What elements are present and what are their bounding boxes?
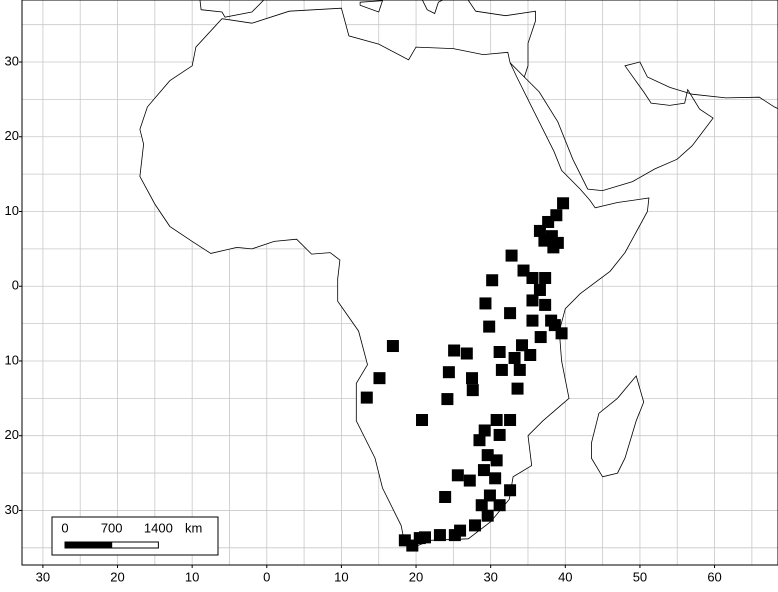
point [386, 340, 399, 353]
point [466, 384, 479, 397]
point [526, 272, 539, 285]
y-tick-label: 20 [5, 427, 19, 442]
point [524, 348, 537, 361]
x-tick-label: 0 [263, 569, 270, 584]
coast [421, 0, 444, 15]
point [557, 197, 570, 210]
y-tick-label: 0 [12, 278, 19, 293]
point [439, 490, 452, 503]
point [516, 339, 529, 352]
map-frame [21, 0, 778, 566]
point [373, 372, 386, 385]
y-tick-label: 10 [5, 203, 19, 218]
point [406, 539, 419, 552]
point [538, 234, 551, 247]
point [433, 529, 446, 542]
coast [467, 0, 536, 78]
scale-bar: 0 700 1400 km [51, 516, 219, 556]
x-tick-label: 50 [633, 569, 647, 584]
point [469, 519, 482, 532]
point [448, 344, 461, 357]
point [490, 414, 503, 427]
x-tick-label: 40 [558, 569, 572, 584]
point [495, 363, 508, 376]
point [504, 484, 517, 497]
scale-segment [111, 541, 159, 549]
point [475, 499, 488, 512]
x-tick-label: 20 [409, 569, 423, 584]
y-tick-label: 20 [5, 128, 19, 143]
point [473, 434, 486, 447]
point [477, 464, 490, 477]
point [526, 314, 539, 327]
point [539, 272, 552, 285]
x-tick-label: 10 [334, 569, 348, 584]
land [591, 375, 645, 478]
coast [199, 0, 265, 18]
x-tick-label: 10 [185, 569, 199, 584]
scale-unit: km [185, 520, 202, 535]
point [463, 474, 476, 487]
point [493, 499, 506, 512]
points [360, 197, 570, 552]
point [526, 294, 539, 307]
point [460, 347, 473, 360]
point [493, 428, 506, 441]
point [483, 320, 496, 333]
point [504, 414, 517, 427]
y-tick-label: 30 [5, 502, 19, 517]
point [505, 249, 518, 262]
point [534, 331, 547, 344]
x-tick-label: 60 [707, 569, 721, 584]
point [504, 307, 517, 320]
point [486, 274, 499, 287]
y-tick-label: 30 [5, 53, 19, 68]
point [508, 351, 521, 364]
basemap [139, 0, 778, 547]
point [448, 529, 461, 542]
point [442, 366, 455, 379]
point [533, 224, 546, 237]
x-tick-label: 30 [483, 569, 497, 584]
point [511, 382, 524, 395]
point [555, 327, 568, 340]
point [479, 297, 492, 310]
point [539, 298, 552, 311]
land [139, 7, 650, 547]
scale-box [51, 516, 219, 556]
point [493, 346, 506, 359]
point [419, 531, 432, 544]
point [483, 489, 496, 502]
x-tick-label: 30 [36, 569, 50, 584]
point [513, 363, 526, 376]
y-tick-label: 10 [5, 352, 19, 367]
point [360, 391, 373, 404]
x-tick-label: 20 [110, 569, 124, 584]
point [466, 372, 479, 385]
point [490, 454, 503, 467]
coast [524, 61, 778, 192]
point [451, 469, 464, 482]
scale-label: 1400 [144, 520, 173, 535]
scale-label: 0 [61, 520, 68, 535]
point [489, 472, 502, 485]
axis-labels: 30 20 10 0 10 20 30 40 50 60 30 20 10 0 10 20 30 [5, 53, 722, 584]
point [478, 424, 491, 437]
point [441, 393, 454, 406]
point [481, 509, 494, 522]
land [359, 0, 384, 13]
point [533, 283, 546, 296]
scale-label: 700 [101, 520, 123, 535]
point [416, 414, 429, 427]
scale-segment [64, 541, 113, 549]
